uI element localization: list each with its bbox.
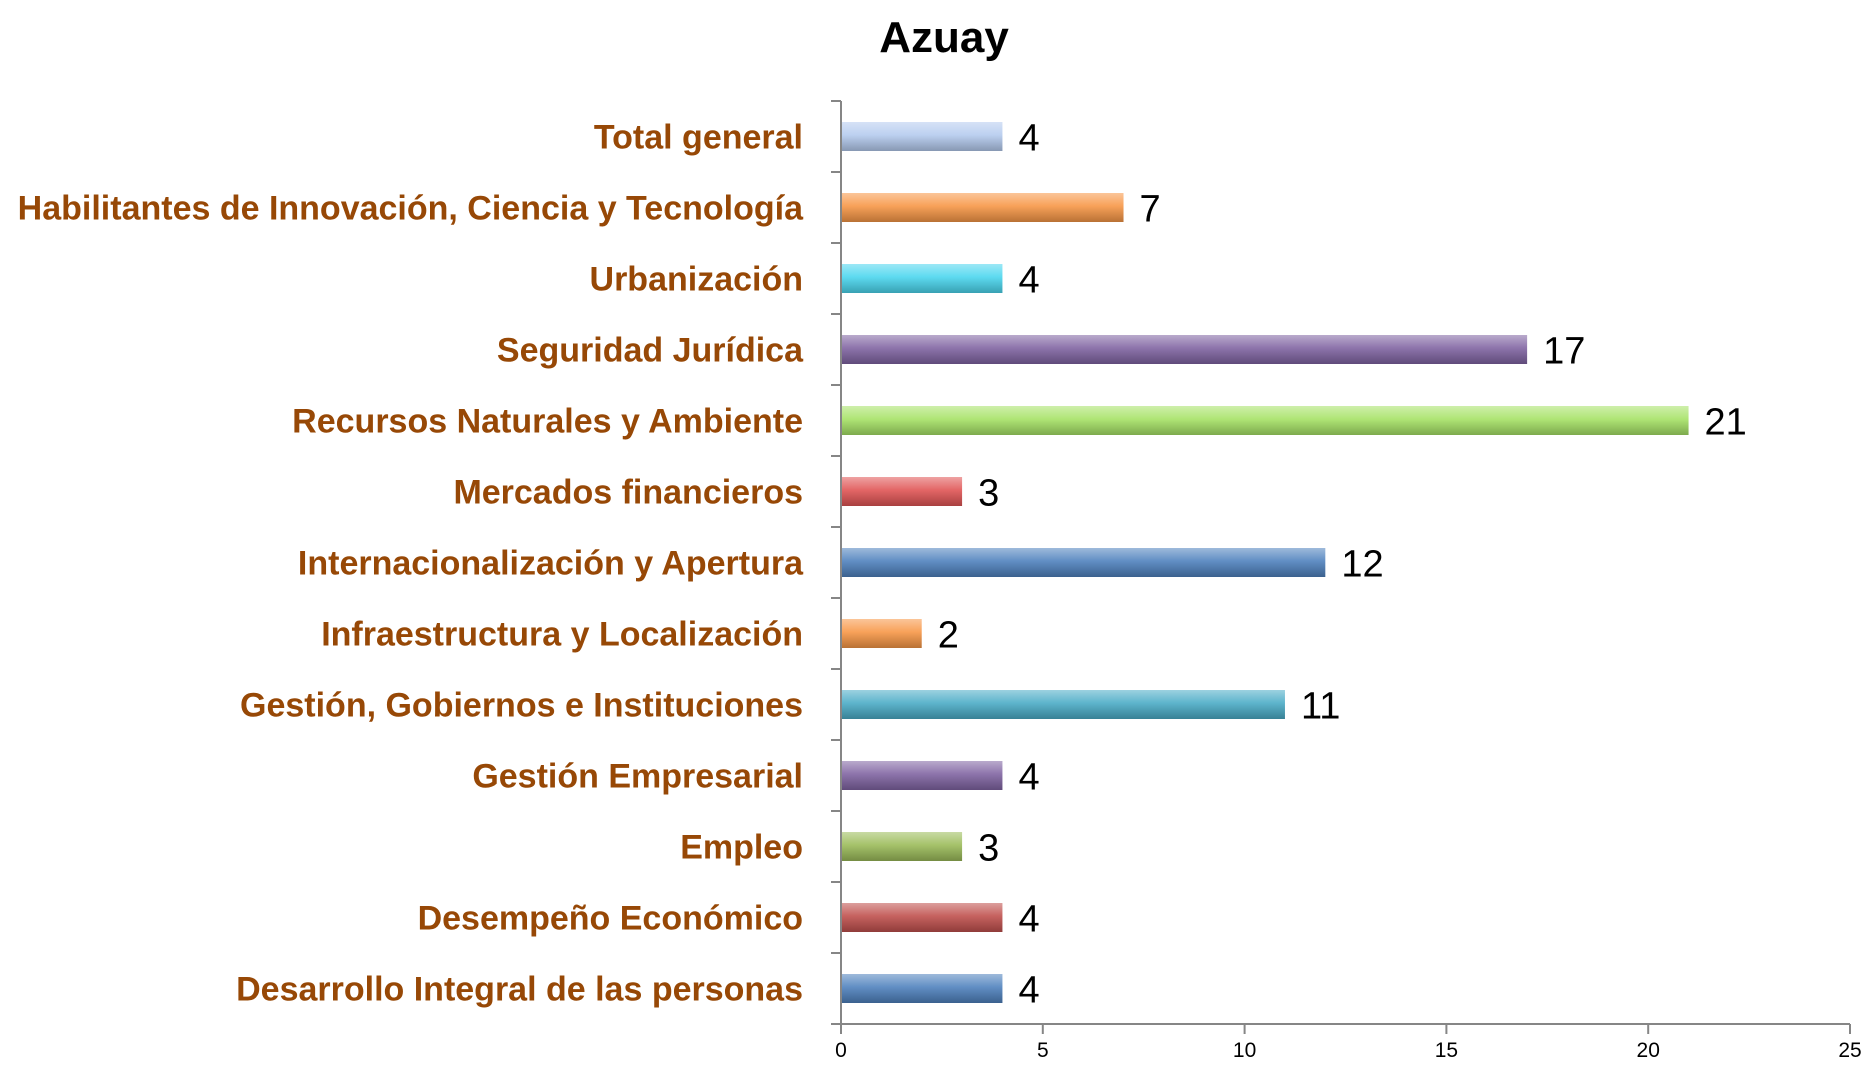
- bar: [841, 193, 1124, 222]
- category-label: Gestión, Gobiernos e Instituciones: [240, 687, 803, 725]
- category-label: Habilitantes de Innovación, Ciencia y Te…: [18, 190, 804, 228]
- category-label: Desempeño Económico: [418, 900, 803, 938]
- x-tick-label: 0: [835, 1039, 847, 1062]
- bar: [841, 761, 1003, 790]
- data-label: 3: [978, 473, 999, 515]
- bar: [841, 477, 963, 506]
- axes: 0 5 10 15 20 25: [831, 100, 1862, 1062]
- bar: [841, 264, 1003, 293]
- x-tick-label: 20: [1637, 1039, 1660, 1062]
- bar: [841, 335, 1528, 364]
- category-label: Urbanización: [590, 261, 803, 299]
- category-label: Gestión Empresarial: [472, 758, 803, 796]
- category-label: Internacionalización y Apertura: [298, 545, 804, 583]
- category-label: Recursos Naturales y Ambiente: [292, 403, 803, 441]
- x-tick-label: 15: [1435, 1039, 1458, 1062]
- data-label: 4: [1018, 970, 1039, 1012]
- data-label: 4: [1018, 899, 1039, 941]
- data-label: 17: [1543, 331, 1585, 373]
- x-tick-label: 5: [1037, 1039, 1049, 1062]
- category-label: Empleo: [680, 829, 803, 867]
- data-label: 21: [1705, 402, 1747, 444]
- data-label: 4: [1018, 260, 1039, 302]
- bar: [841, 903, 1003, 932]
- bar: [841, 832, 963, 861]
- bar: [841, 548, 1326, 577]
- chart-title: Azuay: [879, 13, 1009, 62]
- bar: [841, 122, 1003, 151]
- x-tick-label: 10: [1233, 1039, 1256, 1062]
- data-label: 2: [938, 615, 959, 657]
- data-label: 3: [978, 828, 999, 870]
- category-label: Desarrollo Integral de las personas: [236, 971, 803, 1009]
- category-labels: Total general Habilitantes de Innovación,…: [18, 119, 804, 1009]
- category-label: Seguridad Jurídica: [497, 332, 804, 370]
- bar: [841, 619, 922, 648]
- data-label: 7: [1140, 189, 1161, 231]
- data-label: 11: [1301, 686, 1340, 728]
- data-label: 4: [1018, 757, 1039, 799]
- data-label: 12: [1341, 544, 1383, 586]
- bar: [841, 690, 1285, 719]
- bar: [841, 974, 1003, 1003]
- data-label: 4: [1018, 118, 1039, 160]
- category-label: Infraestructura y Localización: [321, 616, 803, 654]
- category-label: Mercados financieros: [453, 474, 803, 512]
- x-tick-label: 25: [1838, 1039, 1861, 1062]
- category-label: Total general: [594, 119, 803, 157]
- bars-group: [841, 122, 1689, 1003]
- bar: [841, 406, 1689, 435]
